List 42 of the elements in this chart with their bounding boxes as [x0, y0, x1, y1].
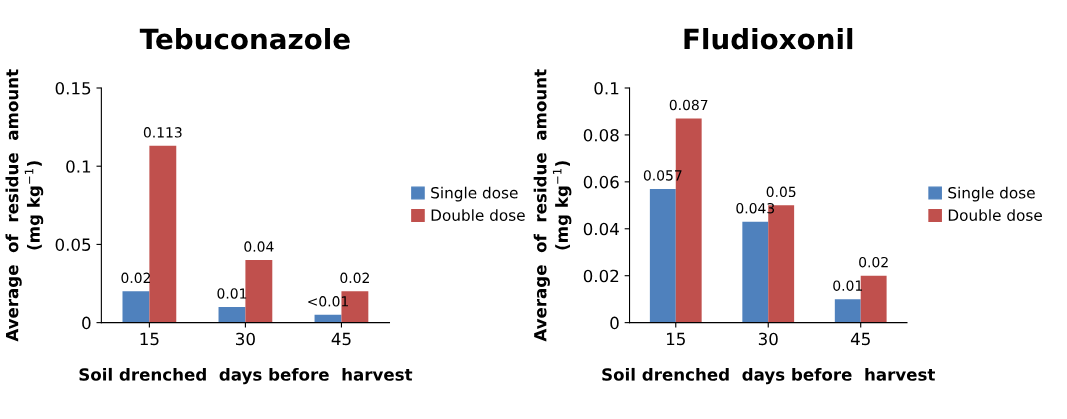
bar	[245, 260, 273, 323]
legend-label: Double dose	[431, 209, 525, 221]
x-tick-label: 30	[236, 332, 255, 346]
chart-title: Fludioxonil	[684, 27, 853, 50]
bar	[860, 275, 887, 323]
bar	[834, 299, 861, 323]
x-tick-label: 30	[758, 332, 778, 346]
data-label: 0.01	[217, 288, 247, 299]
x-tick-label: 15	[140, 332, 159, 346]
x-tick-label: 15	[666, 332, 685, 346]
data-label: 0.113	[143, 127, 182, 138]
data-label: 0.087	[669, 99, 708, 111]
legend-label: Double dose	[948, 209, 1042, 221]
y-tick-label: 0	[610, 316, 619, 330]
y-tick-label: 0.1	[66, 160, 91, 173]
bar	[218, 306, 246, 323]
x-axis-title: Soil drenched days before harvest	[602, 367, 935, 385]
y-tick-label: 0.05	[55, 238, 91, 251]
legend-label: Single dose	[431, 186, 518, 202]
data-label: 0.02	[859, 256, 888, 268]
data-label: 0.05	[766, 186, 796, 198]
legend-label: Single dose	[948, 186, 1035, 202]
y-axis-title: Average of residue amount (mg kg$^{−1}$)	[5, 69, 44, 342]
y-tick-label: 0.08	[583, 128, 619, 142]
y-tick-label: 0.04	[583, 222, 619, 236]
y-tick-label: 0.15	[55, 81, 91, 95]
data-label: 0.02	[340, 272, 369, 284]
y-tick-label: 0.06	[583, 175, 619, 189]
bar	[649, 188, 676, 323]
bar	[122, 291, 150, 323]
y-tick-label: 0	[82, 316, 91, 330]
data-label: 0.02	[121, 272, 151, 284]
y-tick-label: 0.02	[583, 269, 619, 283]
bar	[149, 145, 177, 323]
x-tick-label: 45	[850, 332, 870, 346]
x-tick-label: 45	[331, 332, 351, 346]
y-axis-title: Average of residue amount (mg kg$^{−1}$)	[533, 69, 572, 342]
data-label: 0.04	[244, 241, 274, 252]
y-tick-label: 0.1	[594, 81, 619, 95]
chart-title: Tebuconazole	[139, 27, 350, 50]
x-axis-title: Soil drenched days before harvest	[79, 367, 413, 385]
bar	[742, 221, 769, 323]
